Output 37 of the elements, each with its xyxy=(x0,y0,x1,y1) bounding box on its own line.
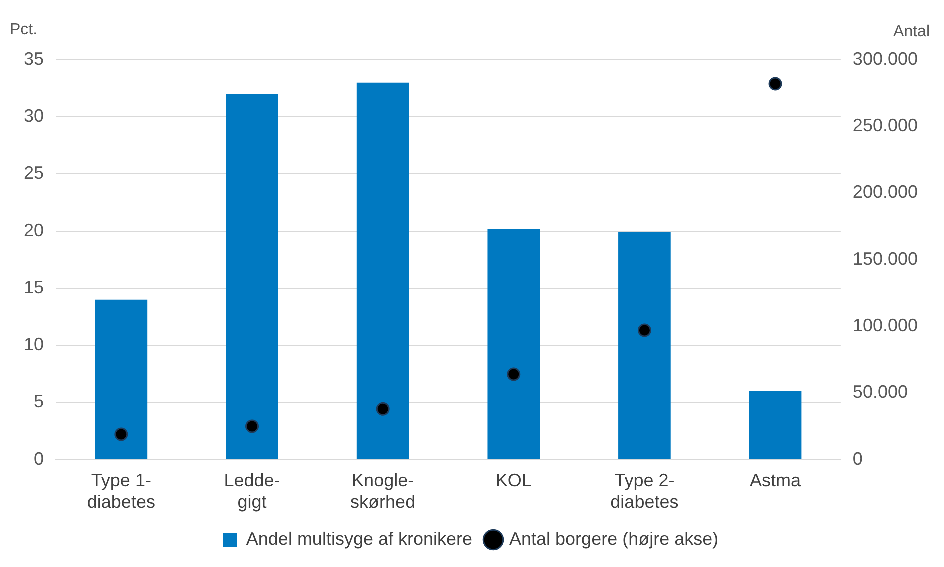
y-tick-label: 0 xyxy=(34,448,44,469)
legend-label: Antal borgere (højre akse) xyxy=(510,528,719,549)
bar xyxy=(226,94,278,460)
x-tick-label: Type 1-diabetes xyxy=(87,470,156,512)
point xyxy=(114,428,128,442)
x-tick-label: Knogle-skørhed xyxy=(350,470,416,512)
y2-tick-label: 150.000 xyxy=(852,248,918,269)
y-axis-title: Pct. xyxy=(10,21,38,38)
y-tick-label: 35 xyxy=(24,48,44,69)
y-tick-label: 15 xyxy=(24,277,44,298)
bar xyxy=(356,82,410,460)
point xyxy=(507,368,521,382)
x-tick-label: Type 2-diabetes xyxy=(610,470,679,512)
point xyxy=(246,420,259,434)
y2-tick-label: 250.000 xyxy=(852,116,918,136)
y-tick-label: 10 xyxy=(24,334,44,355)
y-tick-label: 20 xyxy=(24,220,44,240)
x-tick-label: Astma xyxy=(750,470,802,491)
y2-tick-label: 100.000 xyxy=(852,316,918,336)
y2-tick-label: 0 xyxy=(852,448,863,469)
bar xyxy=(95,300,148,460)
bar xyxy=(618,232,671,460)
legend-label: Andel multisyge af kronikere xyxy=(246,528,473,549)
y2-axis-title: Antal xyxy=(894,23,930,40)
y-tick-label: 25 xyxy=(24,163,44,184)
point xyxy=(768,77,782,91)
y2-tick-label: 300.000 xyxy=(852,48,918,69)
point xyxy=(638,324,652,338)
y-tick-label: 5 xyxy=(34,392,44,412)
x-tick-label: Ledde-gigt xyxy=(224,470,280,512)
x-tick-label: KOL xyxy=(496,470,532,491)
y2-tick-label: 50.000 xyxy=(852,382,908,402)
point xyxy=(376,402,390,416)
y-tick-label: 30 xyxy=(24,106,44,126)
bar xyxy=(488,229,540,460)
y2-tick-label: 200.000 xyxy=(852,182,918,202)
bar xyxy=(749,391,802,460)
